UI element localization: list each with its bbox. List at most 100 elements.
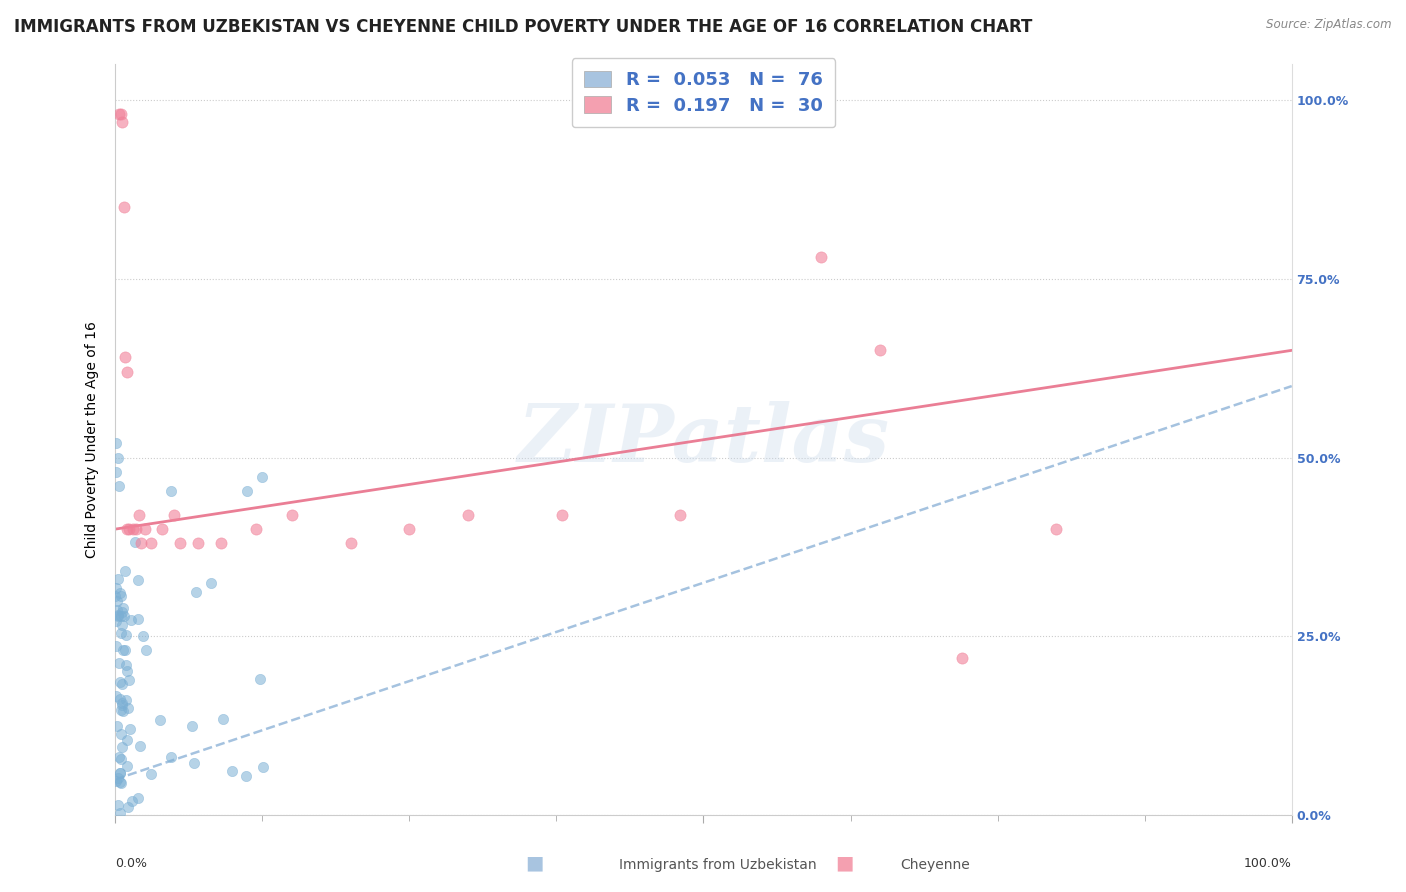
Text: 100.0%: 100.0%: [1244, 856, 1292, 870]
Point: [107, 772, 129, 786]
Point: [141, 766, 163, 780]
Text: IMMIGRANTS FROM UZBEKISTAN VS CHEYENNE CHILD POVERTY UNDER THE AGE OF 16 CORRELA: IMMIGRANTS FROM UZBEKISTAN VS CHEYENNE C…: [14, 18, 1032, 36]
Text: Cheyenne: Cheyenne: [900, 858, 970, 872]
Point: [1045, 522, 1067, 536]
Point: [105, 719, 128, 733]
Point: [104, 639, 127, 653]
Point: [111, 704, 134, 718]
Y-axis label: Child Poverty Under the Age of 16: Child Poverty Under the Age of 16: [86, 321, 100, 558]
Point: [115, 628, 138, 642]
Point: [252, 760, 274, 774]
Point: [104, 614, 127, 628]
Text: 0.0%: 0.0%: [115, 856, 148, 870]
Point: [110, 107, 132, 121]
Point: [122, 522, 145, 536]
Point: [118, 522, 141, 536]
Point: [159, 749, 181, 764]
Point: [280, 508, 302, 522]
Point: [107, 608, 129, 623]
Point: [117, 733, 139, 747]
Text: ■: ■: [835, 854, 853, 872]
Point: [120, 613, 142, 627]
Point: [111, 677, 134, 691]
Point: [184, 584, 207, 599]
Point: [110, 727, 132, 741]
Point: [669, 508, 692, 522]
Point: [139, 536, 162, 550]
Point: [112, 600, 135, 615]
Point: [112, 608, 135, 623]
Point: [108, 775, 131, 789]
Point: [110, 765, 132, 780]
Point: [163, 508, 186, 522]
Point: [114, 658, 136, 673]
Point: [117, 701, 139, 715]
Point: [115, 758, 138, 772]
Point: [112, 200, 135, 214]
Point: [250, 470, 273, 484]
Point: [110, 626, 132, 640]
Point: [221, 764, 243, 778]
Point: [107, 602, 129, 616]
Point: [108, 692, 131, 706]
Point: [129, 536, 152, 550]
Point: [111, 617, 134, 632]
Point: [104, 589, 127, 603]
Point: [110, 776, 132, 790]
Point: [121, 794, 143, 808]
Point: [551, 508, 574, 522]
Point: [134, 522, 156, 536]
Point: [111, 114, 134, 128]
Text: Source: ZipAtlas.com: Source: ZipAtlas.com: [1267, 18, 1392, 31]
Point: [118, 673, 141, 687]
Point: [108, 806, 131, 821]
Point: [115, 522, 138, 536]
Point: [398, 522, 420, 536]
Point: [118, 722, 141, 736]
Point: [107, 607, 129, 622]
Point: [111, 605, 134, 619]
Point: [125, 522, 148, 536]
Point: [110, 674, 132, 689]
Point: [117, 799, 139, 814]
Point: [249, 672, 271, 686]
Point: [107, 107, 129, 121]
Point: [209, 536, 232, 550]
Point: [107, 573, 129, 587]
Point: [150, 522, 173, 536]
Text: ■: ■: [526, 854, 544, 872]
Point: [183, 756, 205, 771]
Point: [245, 522, 267, 536]
Point: [115, 693, 138, 707]
Point: [457, 508, 479, 522]
Point: [111, 643, 134, 657]
Text: Immigrants from Uzbekistan: Immigrants from Uzbekistan: [619, 858, 817, 872]
Point: [115, 365, 138, 379]
Legend: R =  0.053   N =  76, R =  0.197   N =  30: R = 0.053 N = 76, R = 0.197 N = 30: [572, 58, 835, 128]
Point: [110, 752, 132, 766]
Point: [169, 536, 191, 550]
Point: [107, 450, 129, 465]
Point: [235, 769, 257, 783]
Point: [108, 656, 131, 670]
Point: [128, 508, 150, 522]
Point: [159, 483, 181, 498]
Point: [110, 703, 132, 717]
Point: [105, 581, 128, 595]
Point: [108, 750, 131, 764]
Point: [110, 608, 132, 623]
Point: [111, 696, 134, 710]
Point: [339, 536, 361, 550]
Point: [127, 573, 149, 587]
Point: [127, 790, 149, 805]
Point: [105, 773, 128, 788]
Point: [187, 536, 209, 550]
Point: [129, 739, 152, 753]
Point: [108, 586, 131, 600]
Point: [132, 629, 155, 643]
Point: [105, 593, 128, 607]
Point: [810, 251, 832, 265]
Point: [869, 343, 891, 358]
Point: [236, 483, 259, 498]
Point: [114, 351, 136, 365]
